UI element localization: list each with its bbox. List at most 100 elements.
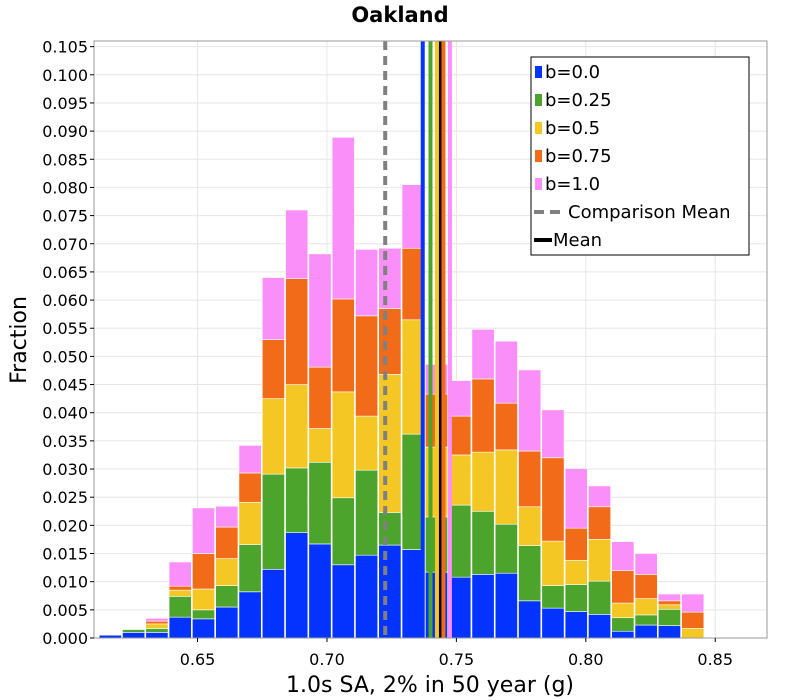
- x-tick-label: 0.80: [568, 650, 604, 669]
- bar-segment-b-0-0: [588, 614, 611, 639]
- bar-segment-b-0-75: [238, 472, 262, 503]
- bar-segment-b-0-75: [168, 585, 192, 591]
- x-axis-label: 1.0s SA, 2% in 50 year (g): [286, 673, 574, 698]
- y-tick-label: 0.095: [42, 94, 88, 113]
- bar-segment-b-0-0: [657, 625, 681, 639]
- mean-lines: [383, 41, 452, 638]
- bar-segment-b-1-0: [657, 593, 681, 602]
- y-tick-label: 0.035: [42, 432, 88, 451]
- bar-segment-b-0-0: [331, 564, 355, 639]
- bar-segment-b-0-25: [564, 584, 588, 612]
- bar-segment-b-1-0: [308, 253, 332, 368]
- bar-segment-b-1-0: [285, 209, 309, 279]
- bar-segment-b-0-5: [215, 558, 239, 586]
- legend-label: b=0.5: [545, 118, 600, 139]
- bar-segment-b-0-75: [285, 278, 309, 385]
- bar-segment-b-0-5: [611, 602, 635, 619]
- bar-segment-b-0-0: [145, 632, 169, 639]
- bar-segment-b-0-25: [215, 585, 239, 608]
- bar-segment-b-0-75: [145, 620, 169, 625]
- bar-segment-b-0-25: [588, 580, 611, 615]
- bar-segment-b-0-5: [541, 540, 565, 586]
- legend-label: b=1.0: [545, 174, 600, 195]
- bar-segment-b-0-5: [681, 628, 705, 639]
- bar-segment-b-1-0: [192, 507, 215, 554]
- legend-swatch: [535, 122, 542, 134]
- bar-segment-b-0-25: [145, 628, 169, 633]
- bar-segment-b-0-25: [448, 504, 472, 578]
- bar-segment-b-0-75: [494, 402, 518, 451]
- bar-segment-b-0-5: [261, 398, 285, 475]
- bar-segment-b-0-0: [448, 576, 472, 639]
- bar-segment-b-0-5: [588, 539, 611, 582]
- bar-segment-b-0-75: [308, 366, 332, 429]
- bar-segment-b-0-5: [471, 451, 495, 512]
- bar-segment-b-1-0: [541, 409, 565, 459]
- bar-segment-b-0-0: [122, 632, 146, 639]
- bars: [98, 137, 705, 639]
- bar-segment-b-1-0: [448, 380, 472, 417]
- legend-swatch: [535, 94, 542, 106]
- y-axis-label: Fraction: [7, 296, 32, 384]
- bar-segment-b-0-75: [657, 600, 681, 606]
- y-tick-label: 0.045: [42, 376, 88, 395]
- bar-segment-b-0-75: [448, 415, 472, 456]
- y-tick-label: 0.025: [42, 488, 88, 507]
- legend-box: [530, 56, 750, 256]
- legend-label: b=0.0: [545, 62, 600, 83]
- bar-segment-b-0-75: [331, 298, 355, 393]
- legend-label: b=0.25: [545, 90, 612, 111]
- y-tick-label: 0.105: [42, 38, 88, 57]
- y-axis-ticks: 0.000 0.005 0.010 0.015 0.020 0.025 0.030 0.035…: [42, 38, 94, 648]
- bar-segment-b-0-75: [261, 339, 285, 399]
- bar-segment-b-0-75: [634, 574, 658, 599]
- legend-label: Comparison Mean: [568, 202, 731, 223]
- bar-segment-b-0-5: [308, 428, 332, 463]
- bar-segment-b-0-5: [238, 501, 262, 545]
- bar-segment-b-1-0: [331, 137, 355, 300]
- bar-segment-b-0-5: [145, 623, 169, 629]
- bar-segment-b-0-0: [634, 624, 658, 639]
- bar-segment-b-0-25: [471, 510, 495, 575]
- bar-segment-b-0-25: [308, 461, 332, 545]
- bar-segment-b-0-5: [564, 559, 588, 585]
- y-tick-label: 0.055: [42, 319, 88, 338]
- y-tick-label: 0.040: [42, 404, 88, 423]
- bar-segment-b-0-0: [261, 568, 285, 639]
- bar-segment-b-0-0: [215, 606, 239, 639]
- bar-segment-b-0-75: [588, 506, 611, 540]
- y-tick-label: 0.100: [42, 66, 88, 85]
- y-tick-label: 0.020: [42, 516, 88, 535]
- bar-segment-b-0-25: [261, 473, 285, 570]
- bar-segment-b-0-5: [355, 415, 379, 471]
- bar-segment-b-0-5: [192, 588, 215, 611]
- bar-segment-b-1-0: [634, 553, 658, 575]
- bar-segment-b-1-0: [518, 369, 542, 452]
- bar-segment-b-0-75: [215, 526, 239, 559]
- bar-segment-b-0-0: [518, 600, 542, 639]
- bar-segment-b-0-5: [378, 374, 402, 513]
- bar-segment-b-0-5: [494, 449, 518, 525]
- x-tick-label: 0.75: [439, 650, 475, 669]
- x-axis-ticks: 0.65 0.70 0.75 0.80 0.85: [180, 638, 733, 669]
- bar-segment-b-0-25: [122, 629, 146, 633]
- y-tick-label: 0.080: [42, 178, 88, 197]
- legend-swatch: [535, 66, 542, 78]
- y-tick-label: 0.000: [42, 629, 88, 648]
- x-tick-label: 0.70: [309, 650, 345, 669]
- bar-segment-b-0-5: [448, 454, 472, 506]
- bar-segment-b-0-75: [378, 308, 402, 375]
- y-tick-label: 0.005: [42, 601, 88, 620]
- bar-segment-b-0-25: [331, 497, 355, 566]
- bar-segment-b-0-0: [541, 607, 565, 639]
- legend-swatch: [535, 178, 542, 190]
- bar-segment-b-1-0: [355, 249, 379, 317]
- bar-segment-b-0-5: [168, 589, 192, 597]
- chart-title: Oakland: [351, 3, 448, 27]
- bar-segment-b-0-0: [471, 574, 495, 639]
- bar-segment-b-1-0: [471, 329, 495, 380]
- bar-segment-b-0-25: [355, 469, 379, 556]
- bar-segment-b-0-5: [285, 384, 309, 469]
- bar-segment-b-0-75: [681, 611, 705, 629]
- bar-segment-b-0-0: [355, 554, 379, 639]
